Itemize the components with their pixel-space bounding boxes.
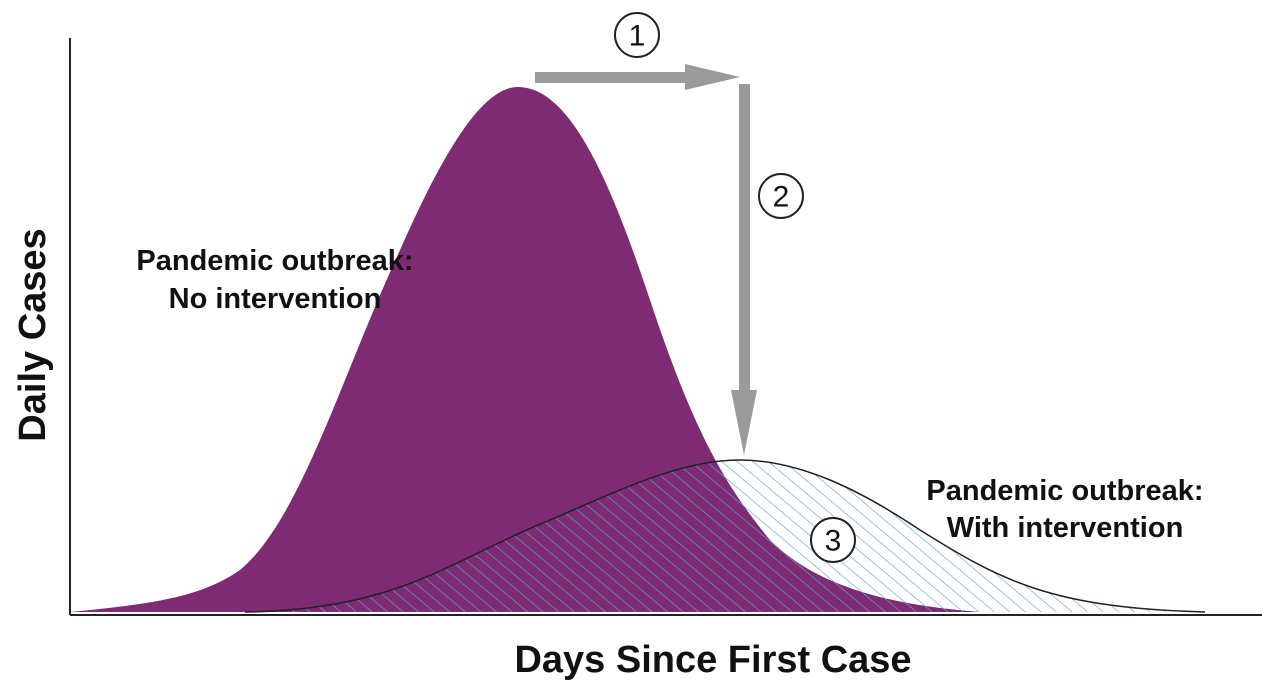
with-intervention-curve [244,459,1206,613]
arrow-delay [535,64,740,90]
no-intervention-curve [70,87,980,612]
curve-label: Pandemic outbreak: [136,245,413,277]
arrow-reduce [731,84,757,455]
x-axis-label: Days Since First Case [514,639,911,681]
step-circle [758,173,804,219]
y-axis-label: Daily Cases [12,228,54,441]
curve-label: Pandemic outbreak: [926,475,1203,507]
curve-label: With intervention [947,512,1184,544]
curve-label: No intervention [169,283,382,315]
step-number: 1 [629,20,646,53]
step-number: 2 [773,181,790,214]
step-number: 3 [825,525,842,558]
step-circle [614,12,660,58]
step-circle [810,517,856,563]
